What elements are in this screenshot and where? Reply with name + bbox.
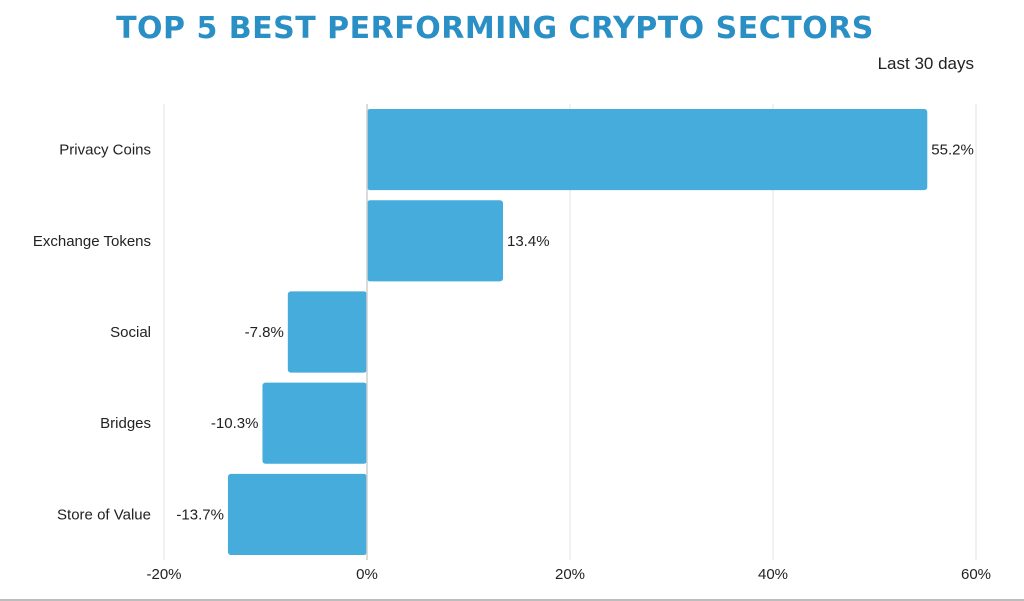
- category-label: Store of Value: [57, 506, 151, 523]
- x-tick-label: 60%: [961, 566, 991, 583]
- category-label: Bridges: [100, 415, 151, 432]
- data-label: 13.4%: [507, 233, 550, 250]
- chart-title: TOP 5 BEST PERFORMING CRYPTO SECTORS: [116, 11, 874, 46]
- data-label: -7.8%: [245, 324, 284, 341]
- category-label: Exchange Tokens: [33, 233, 151, 250]
- category-label: Privacy Coins: [59, 142, 151, 159]
- data-label: -13.7%: [176, 506, 224, 523]
- x-tick-label: 40%: [758, 566, 788, 583]
- bar: [262, 382, 367, 464]
- bottom-divider: [0, 599, 1024, 601]
- data-label: -10.3%: [211, 415, 259, 432]
- data-label: 55.2%: [931, 142, 974, 159]
- bar: [287, 291, 367, 373]
- bar: [227, 473, 367, 555]
- bar: [367, 200, 504, 282]
- x-tick-label: 0%: [356, 566, 378, 583]
- x-tick-label: 20%: [555, 566, 585, 583]
- bar: [367, 109, 928, 191]
- category-label: Social: [110, 324, 151, 341]
- chart-subtitle: Last 30 days: [877, 54, 974, 73]
- x-tick-label: -20%: [146, 566, 181, 583]
